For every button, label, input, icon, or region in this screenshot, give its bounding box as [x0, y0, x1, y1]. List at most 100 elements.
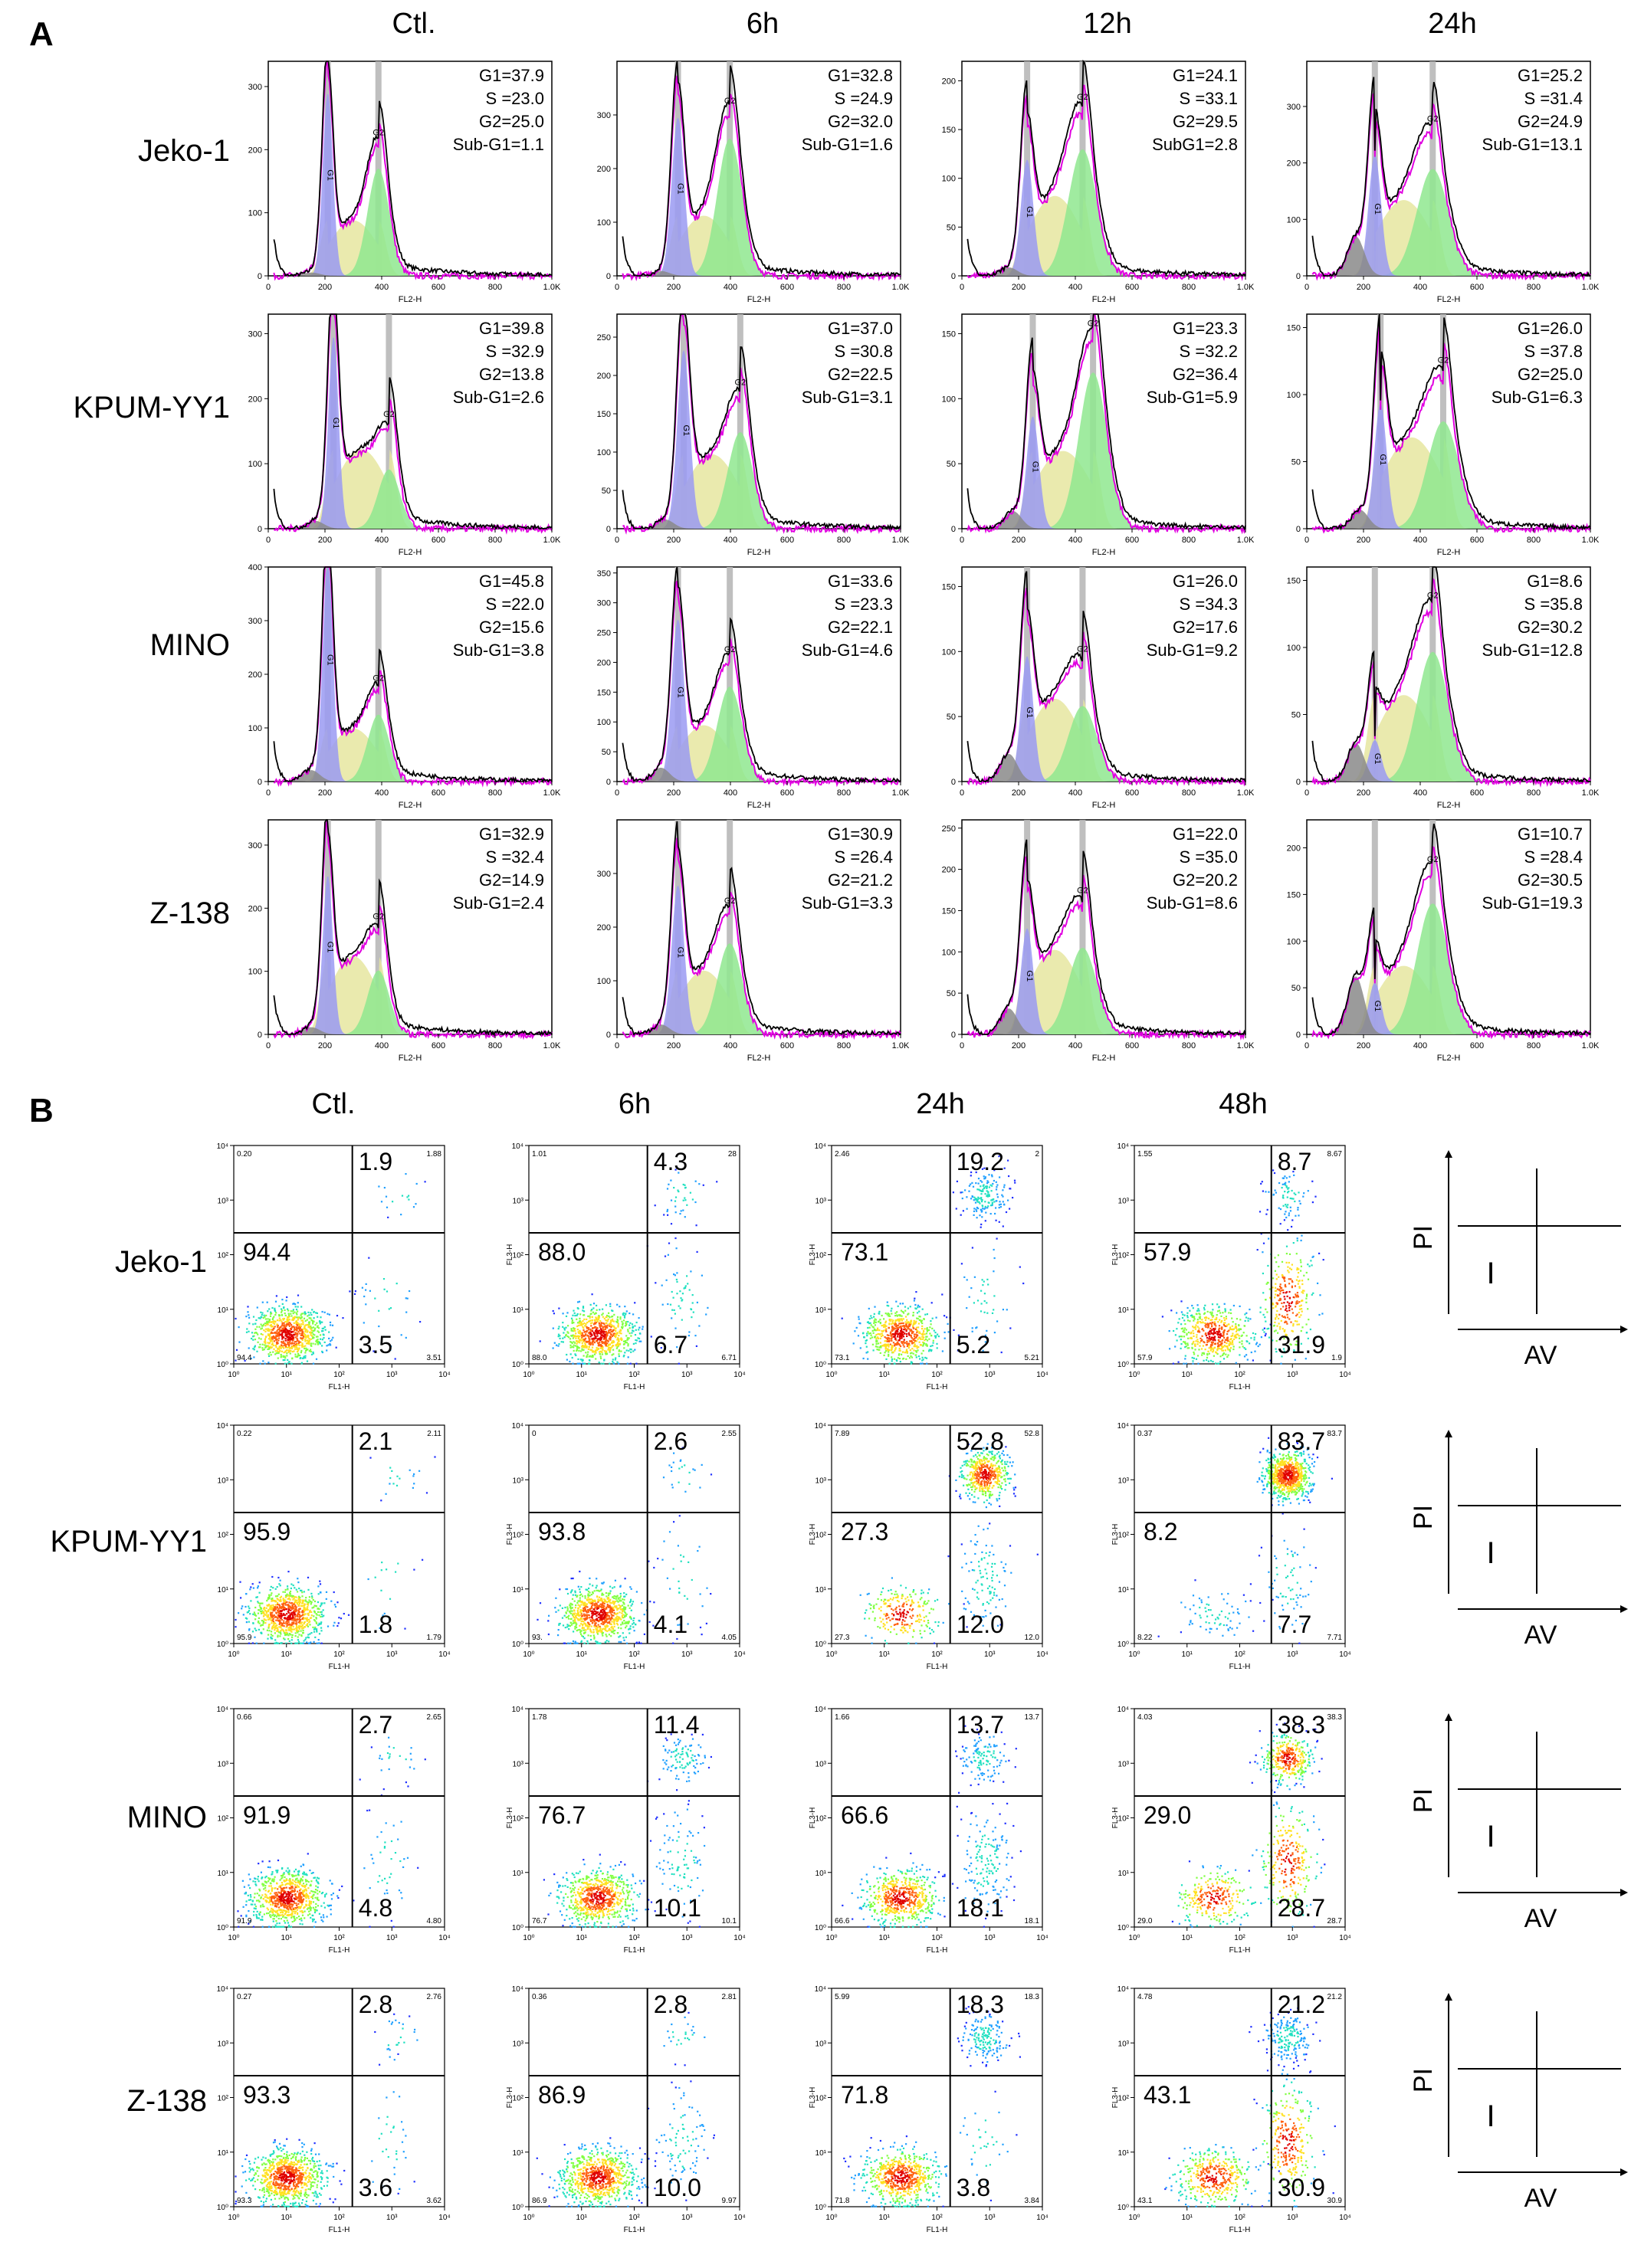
event-dot: [261, 1325, 264, 1327]
event-dot: [911, 1332, 914, 1334]
event-dot: [587, 1315, 589, 1317]
event-dot: [278, 1335, 281, 1337]
event-dot: [1213, 1355, 1215, 1357]
event-dot: [707, 1306, 709, 1309]
event-dot: [255, 1596, 258, 1598]
event-dot: [887, 1349, 889, 1352]
event-dot: [1297, 1336, 1299, 1339]
event-dot: [1303, 1290, 1305, 1292]
event-dot: [975, 1327, 977, 1329]
event-dot: [1196, 1322, 1199, 1324]
event-dot: [884, 1336, 886, 1339]
event-dot: [841, 1317, 843, 1319]
event-dot: [922, 1332, 924, 1335]
event-dot: [1220, 1343, 1222, 1345]
event-dot: [259, 1346, 261, 1349]
event-dot: [254, 1618, 257, 1621]
event-dot: [904, 1352, 906, 1354]
event-dot: [924, 1333, 926, 1336]
event-dot: [272, 1322, 274, 1324]
event-dot: [297, 1618, 299, 1621]
event-dot: [926, 1362, 928, 1365]
live-cell-percent: 88.0: [538, 1238, 586, 1266]
event-dot: [300, 1317, 302, 1319]
event-dot: [295, 1322, 297, 1325]
event-dot: [294, 1343, 297, 1345]
event-dot: [666, 1188, 669, 1190]
event-dot: [255, 1629, 258, 1631]
event-dot: [577, 1331, 579, 1333]
event-dot: [258, 1617, 260, 1619]
event-dot: [586, 1345, 588, 1348]
event-dot: [897, 1319, 899, 1322]
event-dot: [1186, 1342, 1189, 1345]
event-dot: [271, 1600, 273, 1602]
event-dot: [899, 1332, 901, 1334]
event-dot: [1298, 1312, 1300, 1314]
event-dot: [579, 1324, 582, 1326]
event-dot: [1205, 1323, 1207, 1326]
event-dot: [1196, 1336, 1198, 1339]
event-dot: [592, 1355, 594, 1358]
event-dot: [617, 1345, 619, 1347]
event-dot: [608, 1312, 610, 1314]
event-dot: [1276, 1309, 1278, 1313]
event-dot: [248, 1316, 251, 1319]
event-dot: [1211, 1314, 1213, 1316]
event-dot: [330, 1324, 332, 1326]
x-tick-label: 600: [1470, 1041, 1484, 1050]
event-dot: [1275, 1302, 1278, 1304]
event-dot: [270, 1637, 272, 1640]
event-dot: [610, 1319, 612, 1322]
g1-phase-area: [1312, 403, 1590, 529]
event-dot: [310, 1353, 313, 1355]
x-tick-label: 800: [1182, 788, 1196, 798]
event-dot: [1278, 1276, 1280, 1278]
event-dot: [1298, 1316, 1301, 1318]
event-dot: [303, 1317, 306, 1319]
event-dot: [970, 1183, 972, 1185]
event-dot: [298, 1588, 300, 1590]
event-dot: [930, 1323, 932, 1326]
event-dot: [271, 1627, 274, 1630]
event-dot: [284, 1314, 287, 1316]
event-dot: [981, 1181, 983, 1183]
event-dot: [611, 1354, 613, 1356]
event-dot: [891, 1326, 894, 1329]
event-dot: [322, 1330, 324, 1332]
event-dot: [1278, 1317, 1280, 1319]
event-dot: [277, 1352, 280, 1355]
g2-phase-area: [274, 169, 552, 276]
event-dot: [576, 1349, 578, 1352]
event-dot: [1195, 1324, 1197, 1326]
event-dot: [601, 1334, 603, 1336]
event-dot: [907, 1326, 909, 1329]
g2-peak-label: G2: [1077, 886, 1088, 895]
event-dot: [878, 1329, 881, 1332]
event-dot: [906, 1345, 908, 1347]
event-dot: [274, 1639, 277, 1641]
event-dot: [263, 1613, 265, 1615]
event-dot: [269, 1345, 271, 1348]
event-dot: [1239, 1337, 1241, 1339]
event-dot: [320, 1604, 323, 1606]
event-dot: [583, 1345, 586, 1347]
event-dot: [924, 1356, 927, 1359]
event-dot: [1239, 1341, 1241, 1343]
event-dot: [303, 1355, 305, 1358]
event-dot: [318, 1331, 320, 1333]
event-dot: [312, 1352, 314, 1355]
event-dot: [294, 1600, 297, 1603]
event-dot: [588, 1332, 590, 1334]
event-dot: [1274, 1189, 1276, 1191]
event-dot: [1296, 1237, 1298, 1240]
event-dot: [1245, 1335, 1248, 1337]
event-dot: [582, 1306, 585, 1308]
phase-stat-text: G2=30.5: [1518, 870, 1583, 890]
event-dot: [308, 1337, 310, 1340]
event-dot: [927, 1329, 930, 1332]
event-dot: [368, 1257, 370, 1259]
event-dot: [919, 1332, 921, 1335]
event-dot: [901, 1351, 904, 1353]
